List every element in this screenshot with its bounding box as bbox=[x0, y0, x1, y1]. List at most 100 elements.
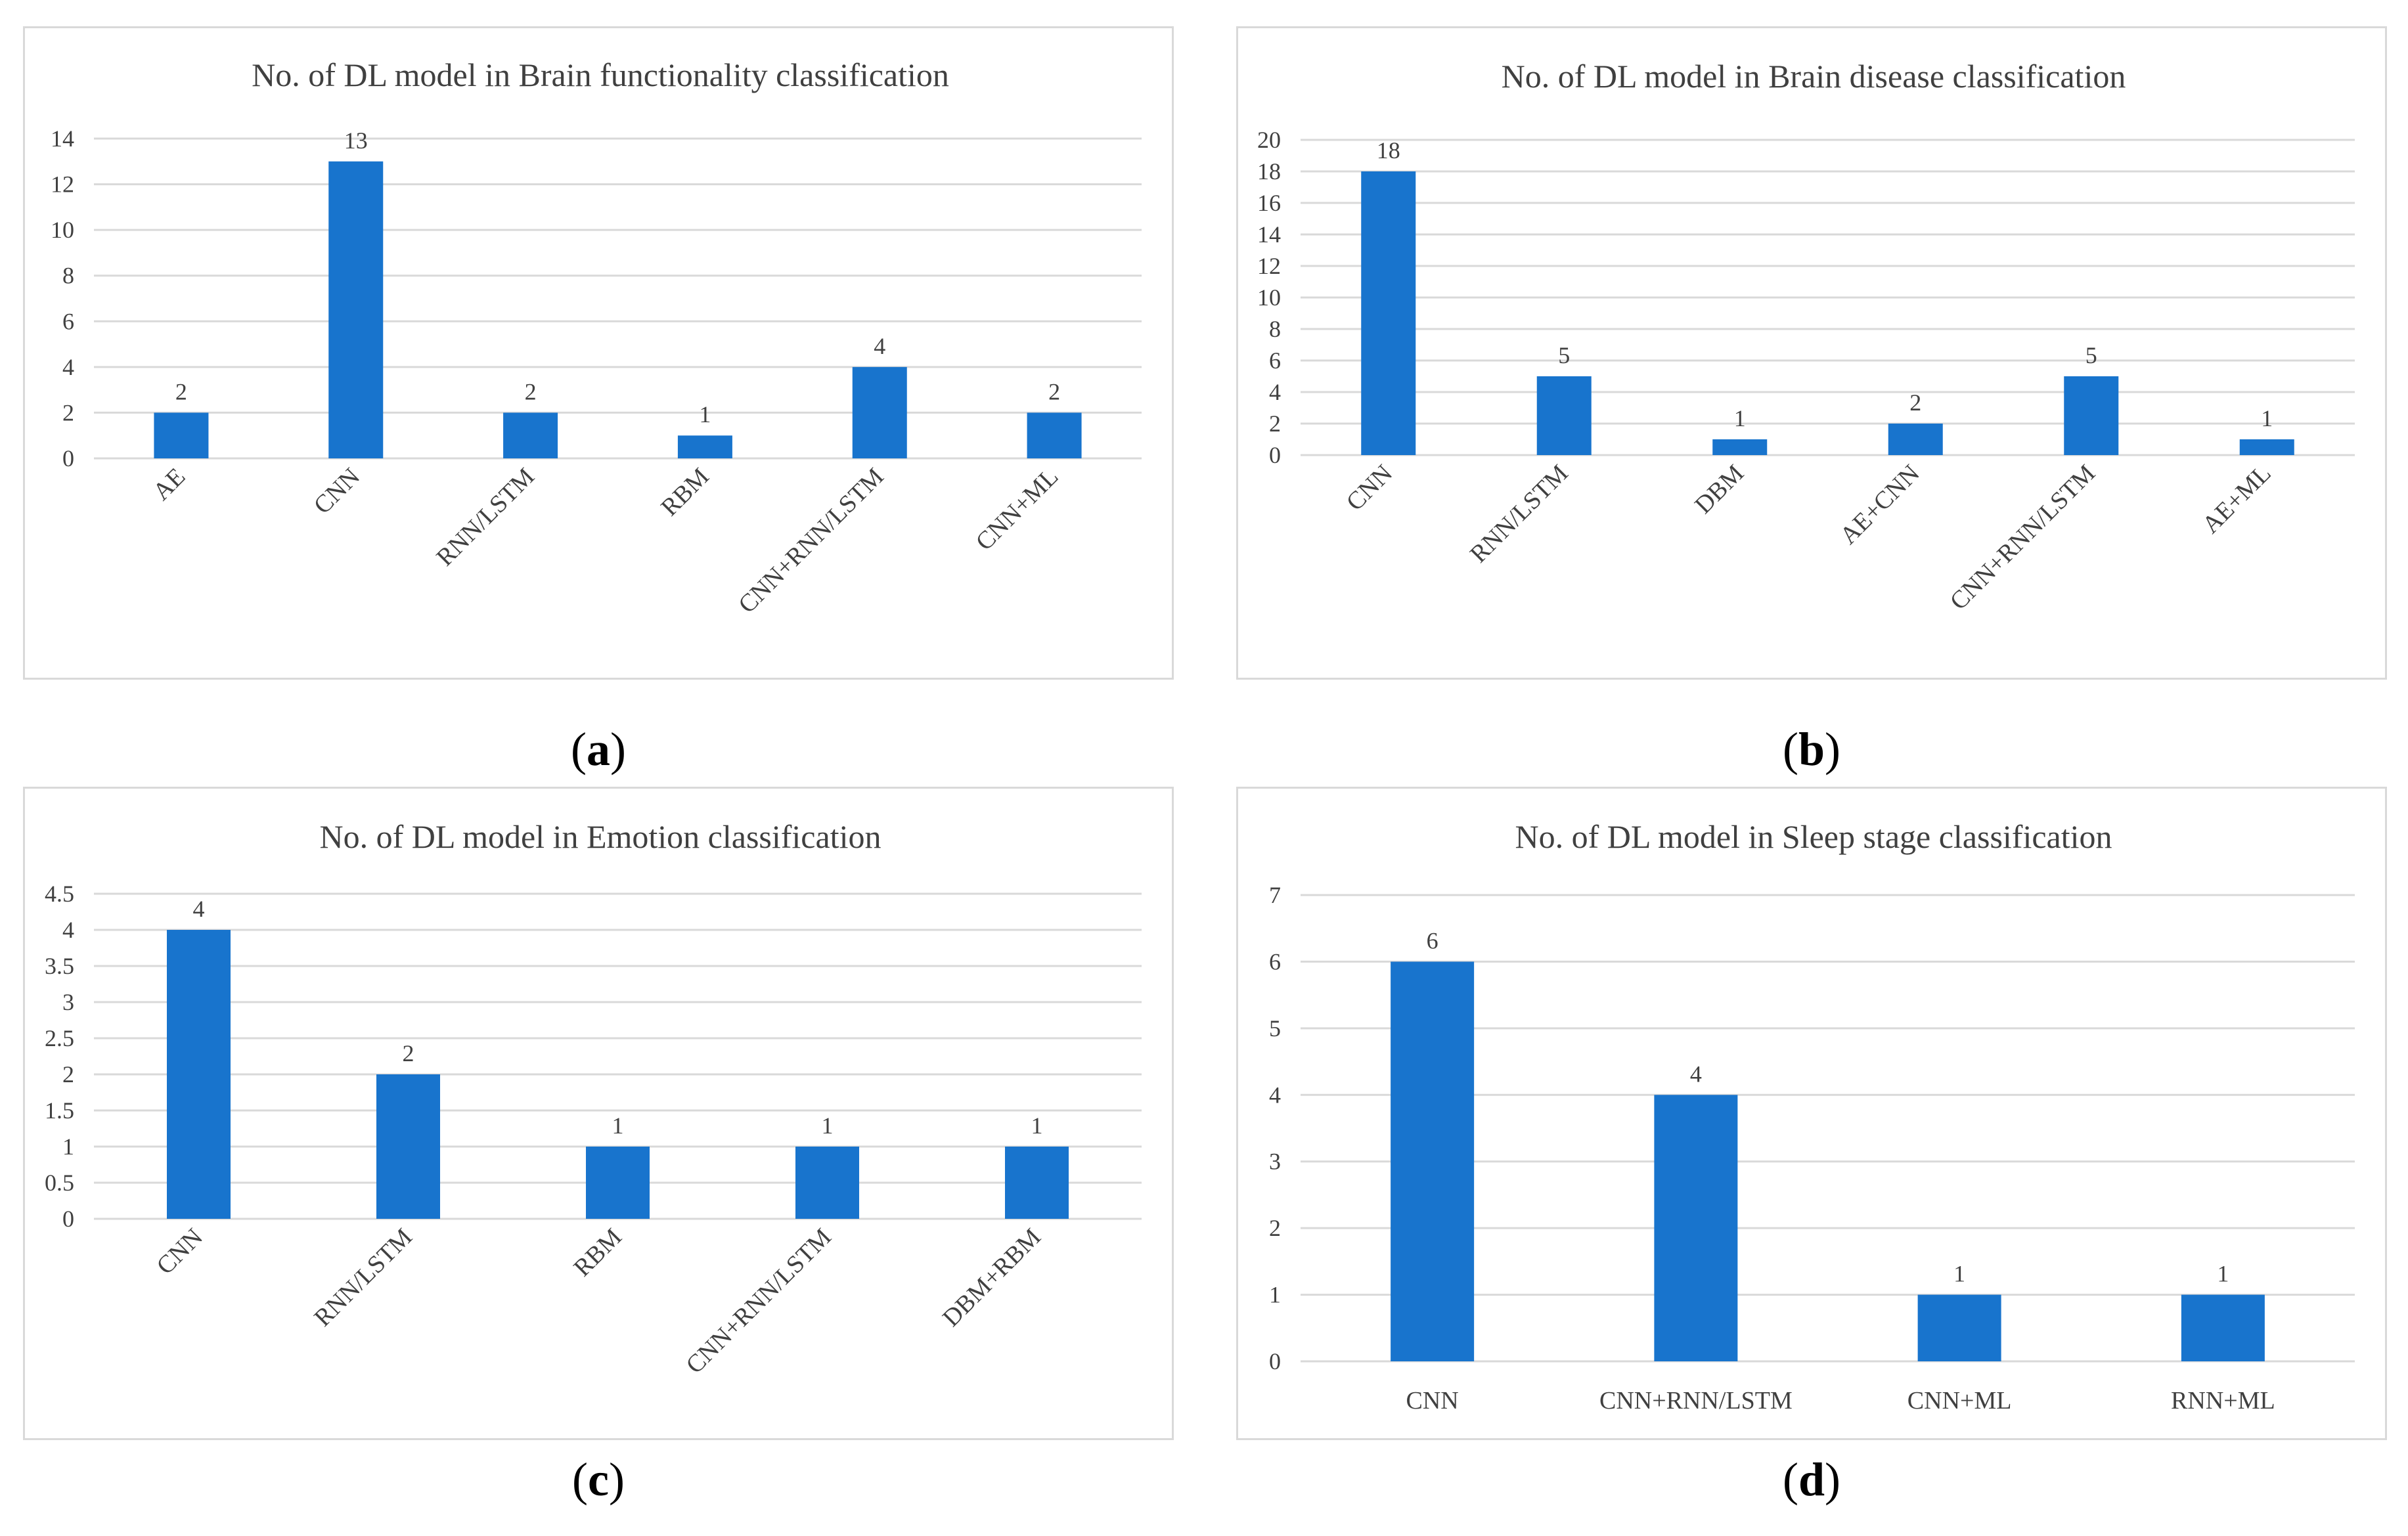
y-tick-label: 6 bbox=[62, 308, 74, 334]
bar bbox=[1712, 439, 1768, 455]
x-tick-label: CNN+RNN/LSTM bbox=[1599, 1387, 1793, 1415]
x-tick-label: RBM bbox=[656, 463, 714, 521]
caption-c-letter: c bbox=[588, 1453, 609, 1506]
bar bbox=[1888, 424, 1943, 455]
y-tick-label: 10 bbox=[51, 217, 74, 243]
bar bbox=[1536, 376, 1592, 455]
data-label: 1 bbox=[1031, 1112, 1043, 1139]
y-tick-label: 2 bbox=[1269, 410, 1281, 437]
chart-c-svg: No. of DL model in Emotion classificatio… bbox=[45, 818, 1142, 1379]
data-label: 5 bbox=[2085, 342, 2097, 368]
data-label: 5 bbox=[1558, 342, 1570, 368]
caption-a-letter: a bbox=[587, 723, 610, 776]
x-tick-label: AE bbox=[148, 463, 191, 506]
chart-title: No. of DL model in Brain disease classif… bbox=[1502, 58, 2126, 95]
x-tick-label: CNN bbox=[1406, 1387, 1459, 1415]
bar bbox=[167, 930, 231, 1219]
y-tick-label: 2 bbox=[62, 399, 74, 426]
caption-b-letter: b bbox=[1798, 723, 1825, 776]
chart-title: No. of DL model in Brain functionality c… bbox=[252, 56, 949, 93]
y-tick-label: 14 bbox=[1257, 221, 1281, 248]
x-tick-label: RNN/LSTM bbox=[431, 463, 540, 572]
x-tick-label: CNN bbox=[309, 463, 365, 519]
bar bbox=[1361, 171, 1416, 455]
caption-a: (a) bbox=[467, 722, 730, 777]
caption-a-close: ) bbox=[610, 723, 626, 776]
data-label: 4 bbox=[193, 896, 205, 922]
bar bbox=[1917, 1294, 2001, 1361]
x-tick-label: CNN+ML bbox=[971, 463, 1064, 556]
x-tick-label: CNN bbox=[1341, 460, 1398, 516]
chart-d-svg: No. of DL model in Sleep stage classific… bbox=[1269, 818, 2355, 1415]
y-tick-label: 1 bbox=[62, 1133, 74, 1160]
x-tick-label: RNN/LSTM bbox=[1465, 460, 1574, 569]
x-tick-label: CNN+RNN/LSTM bbox=[1945, 460, 2101, 615]
x-tick-label: CNN+RNN/LSTM bbox=[733, 463, 889, 619]
chart-a-svg: No. of DL model in Brain functionality c… bbox=[51, 56, 1142, 619]
x-tick-label: DBM bbox=[1689, 460, 1749, 519]
chart-panel-c: No. of DL model in Emotion classificatio… bbox=[23, 787, 1174, 1440]
y-tick-label: 7 bbox=[1269, 882, 1281, 908]
y-tick-label: 18 bbox=[1257, 158, 1281, 185]
y-tick-label: 12 bbox=[51, 171, 74, 198]
x-tick-label: DBM+RBM bbox=[937, 1223, 1046, 1332]
y-tick-label: 10 bbox=[1257, 284, 1281, 311]
x-tick-label: AE+CNN bbox=[1835, 460, 1925, 550]
caption-b-close: ) bbox=[1825, 723, 1840, 776]
y-tick-label: 3 bbox=[1269, 1149, 1281, 1175]
caption-a-open: ( bbox=[571, 723, 587, 776]
data-label: 1 bbox=[1953, 1261, 1965, 1287]
caption-c-close: ) bbox=[608, 1453, 625, 1506]
caption-d-open: ( bbox=[1782, 1453, 1798, 1506]
chart-panel-a: No. of DL model in Brain functionality c… bbox=[23, 26, 1174, 680]
caption-b: (b) bbox=[1680, 722, 1943, 777]
y-tick-label: 14 bbox=[51, 125, 74, 152]
y-tick-label: 0.5 bbox=[45, 1170, 74, 1196]
data-label: 18 bbox=[1377, 137, 1400, 164]
chart-panel-b: No. of DL model in Brain disease classif… bbox=[1236, 26, 2387, 680]
x-tick-label: CNN bbox=[151, 1223, 208, 1280]
y-tick-label: 4 bbox=[62, 917, 74, 943]
x-tick-label: RNN/LSTM bbox=[309, 1223, 418, 1332]
bar bbox=[376, 1074, 440, 1219]
y-tick-label: 4.5 bbox=[45, 881, 74, 907]
bar bbox=[154, 412, 209, 458]
bar bbox=[1027, 412, 1082, 458]
bar bbox=[2064, 376, 2119, 455]
chart-panel-d: No. of DL model in Sleep stage classific… bbox=[1236, 787, 2387, 1440]
data-label: 13 bbox=[344, 127, 368, 154]
caption-c-open: ( bbox=[572, 1453, 589, 1506]
y-tick-label: 0 bbox=[62, 445, 74, 472]
y-tick-label: 8 bbox=[62, 263, 74, 289]
y-tick-label: 0 bbox=[62, 1206, 74, 1232]
data-label: 2 bbox=[1048, 378, 1060, 405]
chart-title: No. of DL model in Emotion classificatio… bbox=[320, 818, 881, 855]
bar bbox=[852, 366, 907, 458]
data-label: 2 bbox=[175, 378, 187, 405]
y-tick-label: 1.5 bbox=[45, 1097, 74, 1124]
bar bbox=[328, 161, 384, 459]
bar bbox=[1005, 1147, 1069, 1219]
x-tick-label: AE+ML bbox=[2197, 460, 2277, 539]
y-tick-label: 8 bbox=[1269, 316, 1281, 342]
y-tick-label: 4 bbox=[1269, 379, 1281, 405]
y-tick-label: 5 bbox=[1269, 1015, 1281, 1042]
caption-c: (c) bbox=[467, 1453, 730, 1507]
caption-d: (d) bbox=[1680, 1453, 1943, 1507]
y-tick-label: 1 bbox=[1269, 1282, 1281, 1308]
y-tick-label: 12 bbox=[1257, 253, 1281, 279]
y-tick-label: 6 bbox=[1269, 948, 1281, 975]
chart-b-svg: No. of DL model in Brain disease classif… bbox=[1257, 58, 2355, 615]
y-tick-label: 16 bbox=[1257, 190, 1281, 216]
caption-d-letter: d bbox=[1798, 1453, 1825, 1506]
y-tick-label: 0 bbox=[1269, 1348, 1281, 1374]
data-label: 4 bbox=[874, 333, 885, 359]
bar bbox=[503, 412, 558, 458]
data-label: 2 bbox=[525, 378, 537, 405]
data-label: 4 bbox=[1690, 1061, 1702, 1087]
y-tick-label: 2 bbox=[1269, 1215, 1281, 1241]
y-tick-label: 3 bbox=[62, 989, 74, 1015]
caption-b-open: ( bbox=[1782, 723, 1798, 776]
y-tick-label: 4 bbox=[62, 354, 74, 380]
bar bbox=[2181, 1294, 2265, 1361]
